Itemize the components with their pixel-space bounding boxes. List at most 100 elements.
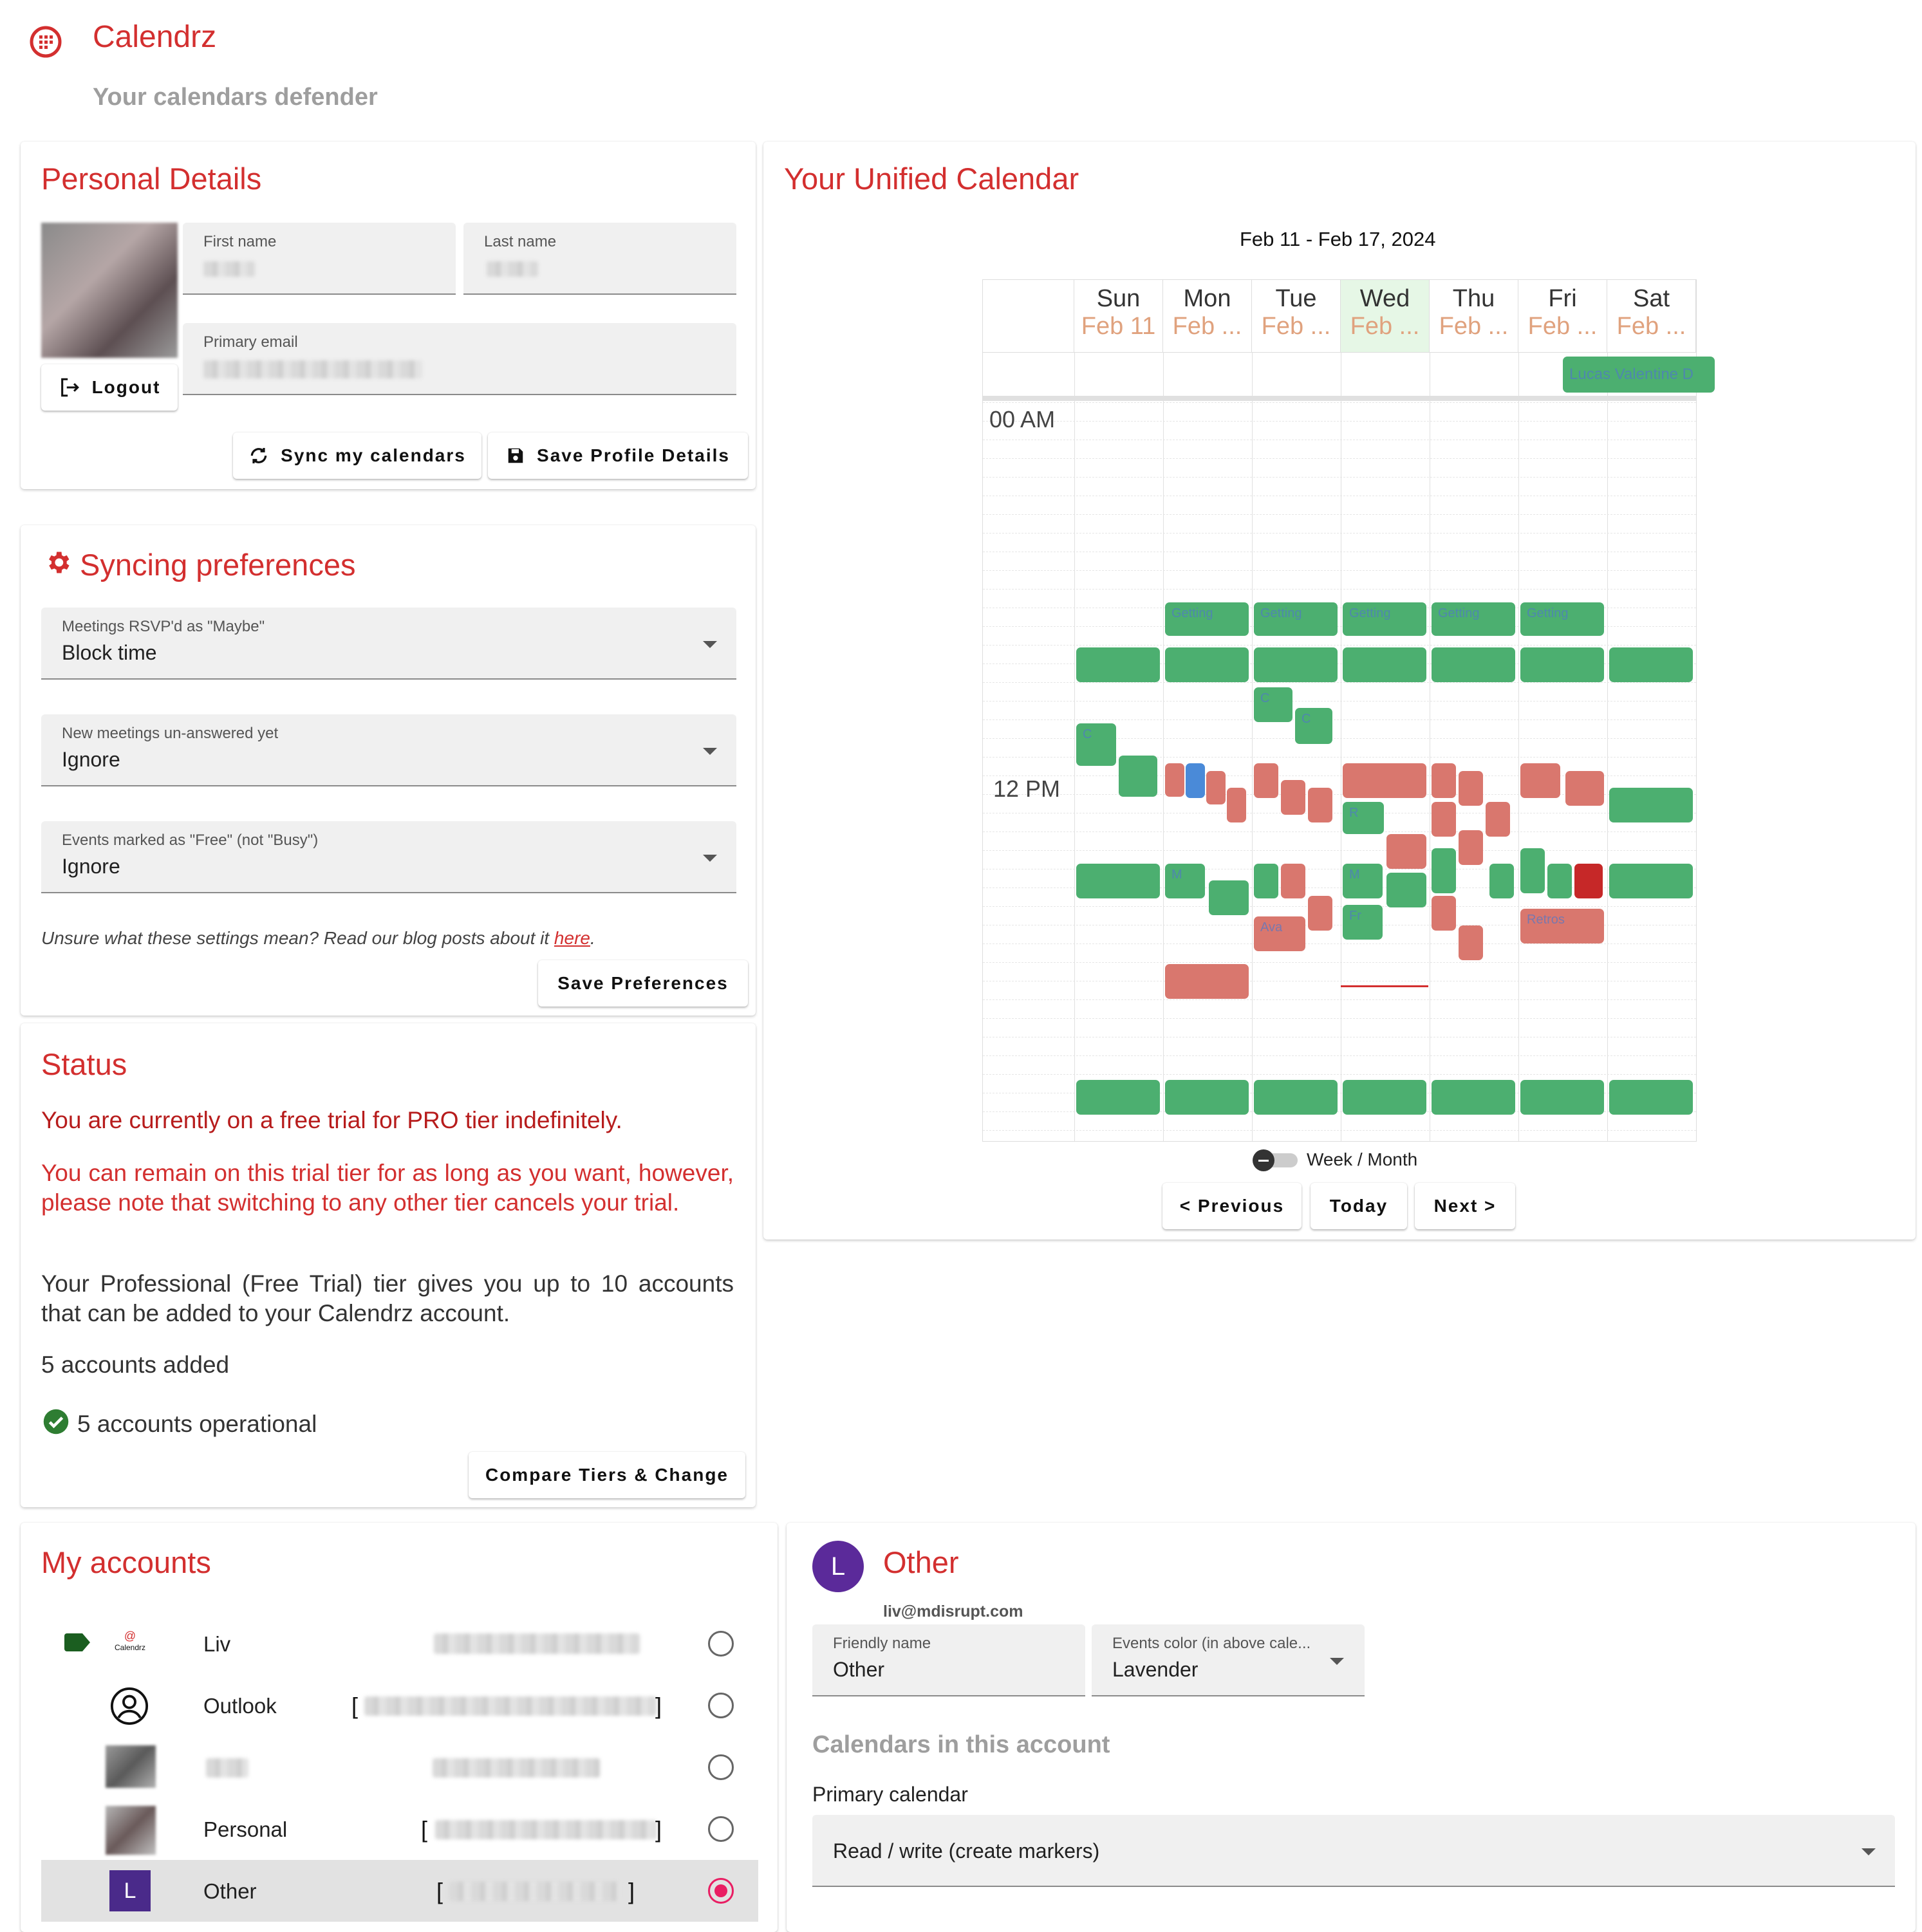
calendar-event[interactable]: [1254, 763, 1278, 798]
account-radio-3[interactable]: [708, 1754, 734, 1780]
calendar-event[interactable]: Getting: [1343, 602, 1426, 636]
calendar-event[interactable]: [1281, 864, 1305, 898]
calendar-event[interactable]: Getting: [1432, 602, 1515, 636]
calendar-event[interactable]: [1432, 848, 1456, 893]
calendar-event[interactable]: Getting: [1254, 602, 1338, 636]
day-header-sun[interactable]: Sun Feb 11: [1074, 280, 1163, 352]
day-header-fri[interactable]: Fri Feb ...: [1518, 280, 1607, 352]
accounts-added-text: 5 accounts added: [41, 1351, 230, 1378]
calendar-event[interactable]: Fr: [1343, 905, 1383, 940]
calendar-event[interactable]: [1165, 964, 1249, 999]
calendar-event[interactable]: [1076, 647, 1160, 682]
compare-tiers-button[interactable]: Compare Tiers & Change: [469, 1452, 745, 1498]
calendar-event[interactable]: [1227, 788, 1246, 822]
primary-calendar-select[interactable]: Read / write (create markers): [812, 1815, 1895, 1887]
calendar-event[interactable]: [1432, 802, 1456, 837]
save-preferences-button[interactable]: Save Preferences: [538, 960, 748, 1007]
calendar-event[interactable]: Ava: [1254, 916, 1305, 951]
calendar-event[interactable]: [1254, 1080, 1338, 1115]
calendar-event[interactable]: [1489, 864, 1514, 898]
calendar-event[interactable]: [1308, 788, 1332, 822]
account-name-outlook: Outlook: [203, 1694, 277, 1718]
calendar-event[interactable]: Getting: [1520, 602, 1604, 636]
calendar-event[interactable]: [1432, 896, 1456, 931]
calendar-event[interactable]: [1432, 1080, 1515, 1115]
calendar-event[interactable]: [1254, 647, 1338, 682]
calendar-event[interactable]: [1432, 763, 1456, 798]
calendar-event[interactable]: C: [1295, 708, 1332, 744]
next-button[interactable]: Next >: [1415, 1183, 1515, 1229]
day-header-mon[interactable]: Mon Feb ...: [1163, 280, 1252, 352]
calendar-event[interactable]: [1343, 647, 1426, 682]
calendar-event[interactable]: [1609, 788, 1693, 822]
calendar-event[interactable]: [1076, 1080, 1160, 1115]
calendar-event[interactable]: [1343, 1080, 1426, 1115]
calendar-event[interactable]: M: [1165, 864, 1205, 898]
calendar-event[interactable]: [1609, 1080, 1693, 1115]
status-title: Status: [41, 1047, 127, 1081]
calendar-event[interactable]: R: [1343, 802, 1384, 834]
calendar-event[interactable]: [1609, 864, 1693, 898]
calendar-event[interactable]: [1459, 925, 1483, 960]
allday-event[interactable]: Lucas Valentine D: [1563, 357, 1715, 393]
calendar-event[interactable]: [1486, 802, 1510, 837]
help-link[interactable]: here: [554, 928, 590, 948]
day-header-sat[interactable]: Sat Feb ...: [1607, 280, 1696, 352]
last-name-field[interactable]: Last name: [463, 223, 736, 295]
calendar-event[interactable]: [1574, 864, 1603, 898]
calendar-event[interactable]: [1165, 1080, 1249, 1115]
prefs-help-text: Unsure what these settings mean? Read ou…: [41, 928, 595, 948]
account-radio-outlook[interactable]: [708, 1693, 734, 1718]
calendar-event[interactable]: [1386, 873, 1426, 907]
calendar-event[interactable]: [1432, 647, 1515, 682]
logout-button[interactable]: Logout: [41, 364, 178, 411]
calendar-event[interactable]: [1165, 763, 1184, 797]
calendar-event[interactable]: [1520, 763, 1560, 798]
calendar-event[interactable]: [1119, 756, 1157, 797]
calendar-event[interactable]: [1547, 864, 1572, 898]
day-header-wed[interactable]: Wed Feb ...: [1341, 280, 1430, 352]
calendar-event[interactable]: [1386, 834, 1426, 869]
calendar-event[interactable]: [1254, 864, 1278, 898]
previous-button[interactable]: < Previous: [1162, 1183, 1302, 1229]
account-radio-personal[interactable]: [708, 1816, 734, 1842]
calendar-event[interactable]: [1459, 771, 1483, 806]
calendar-event[interactable]: [1209, 880, 1249, 915]
calendar-event[interactable]: [1565, 771, 1604, 806]
calendar-event[interactable]: [1459, 830, 1483, 865]
calendar-event[interactable]: Retros: [1520, 909, 1604, 943]
sync-calendars-button[interactable]: Sync my calendars: [233, 432, 481, 479]
calendar-event[interactable]: C: [1076, 723, 1116, 766]
calendar-event[interactable]: M: [1343, 864, 1383, 898]
friendly-name-field[interactable]: Friendly name Other: [812, 1624, 1085, 1696]
email-field[interactable]: Primary email: [183, 323, 736, 395]
calendar-event[interactable]: C: [1254, 687, 1292, 722]
events-color-select[interactable]: Events color (in above cale... Lavender: [1092, 1624, 1365, 1696]
calendar-event[interactable]: [1343, 763, 1426, 798]
day-header-thu[interactable]: Thu Feb ...: [1430, 280, 1518, 352]
calendar-event[interactable]: [1186, 763, 1205, 798]
account-radio-other[interactable]: [708, 1878, 734, 1904]
calendar-event[interactable]: Getting: [1165, 602, 1249, 636]
today-button[interactable]: Today: [1311, 1183, 1407, 1229]
calendar-event[interactable]: [1308, 896, 1332, 931]
calendar-event[interactable]: [1609, 647, 1693, 682]
day-header-tue[interactable]: Tue Feb ...: [1252, 280, 1341, 352]
account-row-other[interactable]: [41, 1860, 758, 1922]
maybe-select[interactable]: Meetings RSVP'd as "Maybe" Block time: [41, 608, 736, 680]
calendar-event[interactable]: [1520, 848, 1545, 893]
first-name-field[interactable]: First name: [183, 223, 456, 295]
calendar-event[interactable]: [1076, 864, 1160, 898]
save-profile-button[interactable]: Save Profile Details: [488, 432, 748, 479]
account-name-other: Other: [203, 1879, 257, 1903]
calendar-event[interactable]: [1520, 647, 1604, 682]
account-radio-liv[interactable]: [708, 1631, 734, 1657]
calendar-event[interactable]: [1206, 771, 1226, 804]
unanswered-select[interactable]: New meetings un-answered yet Ignore: [41, 714, 736, 786]
calendar-event[interactable]: [1165, 647, 1249, 682]
account-detail-email: liv@mdisrupt.com: [883, 1602, 1023, 1621]
calendar-event[interactable]: [1281, 780, 1305, 815]
calendar-event[interactable]: [1520, 1080, 1604, 1115]
week-month-toggle[interactable]: [1253, 1149, 1298, 1171]
free-events-select[interactable]: Events marked as "Free" (not "Busy") Ign…: [41, 821, 736, 893]
